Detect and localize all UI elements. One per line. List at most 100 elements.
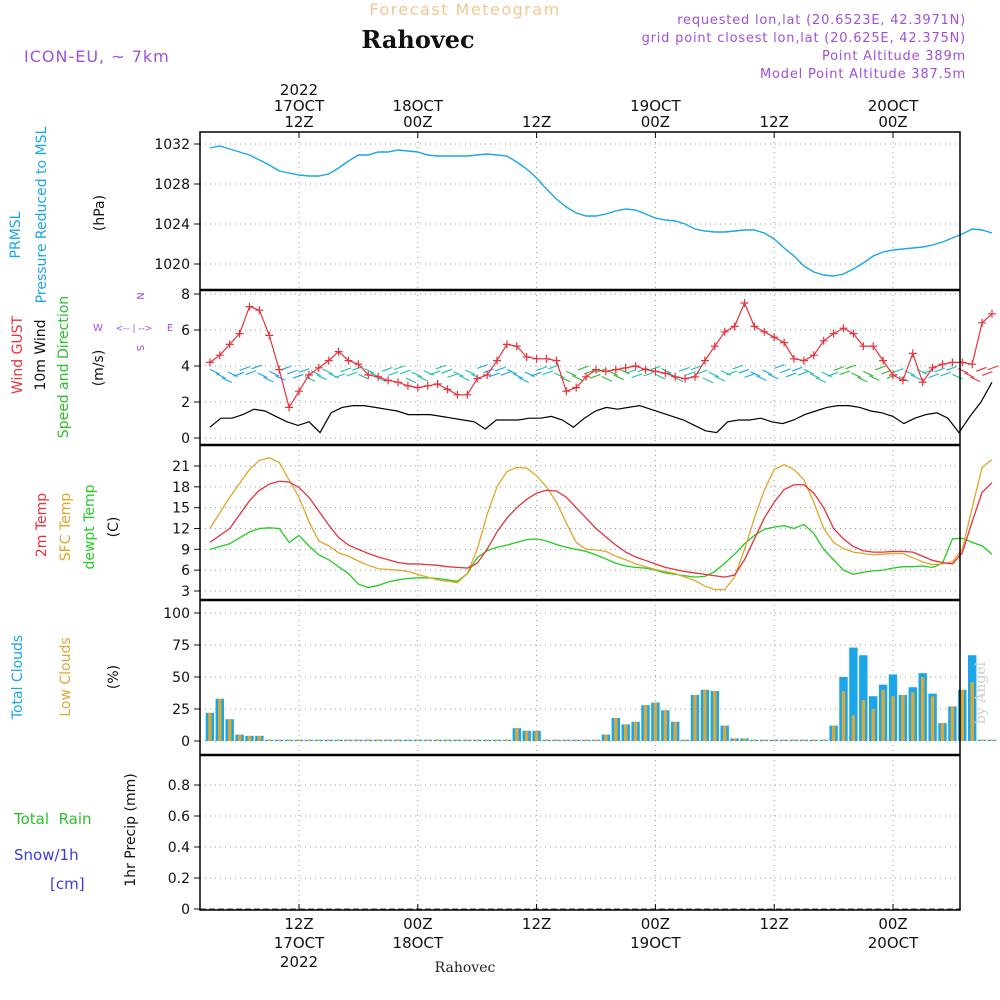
low-cloud-bar xyxy=(673,721,677,741)
wind-arrow xyxy=(364,368,375,374)
gust-point xyxy=(681,374,690,383)
gust-point xyxy=(532,354,541,363)
low-cloud-bar xyxy=(455,739,460,741)
wind-arrow xyxy=(857,376,868,383)
low-cloud-bar xyxy=(554,739,559,741)
gust-point xyxy=(730,322,739,331)
gust-point xyxy=(611,365,620,374)
pressure-tick-labels: 1020 1024 1028 1032 xyxy=(154,137,200,273)
total-cloud-bar xyxy=(849,647,858,741)
gust-point xyxy=(493,356,501,365)
precip-tick-labels: 0 0.2 0.4 0.6 0.8 xyxy=(168,778,200,918)
dewpoint-series-line xyxy=(209,523,993,589)
gust-point xyxy=(572,383,581,392)
wind-arrow xyxy=(334,373,346,379)
cloud-panel: Total Clouds Low Clouds (%) 0 25 50 75 100 xyxy=(10,606,997,750)
gust-point xyxy=(334,347,343,356)
wind-arrow xyxy=(387,371,399,376)
y-tick-label: 12 xyxy=(172,522,190,538)
pressure-label-prmsl: PRMSL xyxy=(8,211,24,258)
low-cloud-bar xyxy=(218,698,222,741)
low-cloud-bar xyxy=(208,712,212,741)
wind-series-line xyxy=(209,381,993,434)
wind-arrow xyxy=(720,370,731,376)
time-label: 19OCT xyxy=(630,97,681,115)
time-label: 2022 xyxy=(280,81,318,99)
wind-arrow xyxy=(726,370,738,376)
wind-gust-label: Wind GUST xyxy=(10,315,26,394)
gust-point xyxy=(988,309,996,318)
wind-arrow xyxy=(952,373,963,380)
gust-point xyxy=(700,356,709,365)
wind-arrow xyxy=(839,370,851,376)
gust-point xyxy=(384,376,393,385)
low-cloud-bar xyxy=(633,721,638,741)
y-tick-label: 75 xyxy=(172,638,190,654)
pressure-series-line xyxy=(209,145,993,277)
low-cloud-bar xyxy=(871,709,875,741)
wind-arrow xyxy=(892,368,904,373)
low-cloud-bar xyxy=(564,739,568,741)
gust-point xyxy=(374,372,383,381)
low-cloud-bar xyxy=(960,689,964,741)
wind-arrow xyxy=(649,365,660,371)
gust-point xyxy=(978,318,987,327)
wind-arrow xyxy=(910,374,922,381)
low-cloud-bar xyxy=(861,700,865,741)
time-label: 18OCT xyxy=(393,97,444,115)
wind-arrow xyxy=(488,372,500,378)
low-cloud-bar xyxy=(317,739,321,741)
low-cloud-bar xyxy=(683,739,687,741)
wind-arrow xyxy=(631,373,643,379)
gust-point xyxy=(601,367,610,376)
wind-arrow xyxy=(869,375,880,381)
y-tick-label: 3 xyxy=(181,584,190,600)
gust-point xyxy=(394,378,402,387)
wind-arrow xyxy=(768,373,779,380)
wind-arrow xyxy=(601,376,613,382)
wind-arrow xyxy=(613,374,625,381)
low-cloud-bar xyxy=(327,739,331,741)
low-cloud-bar xyxy=(465,739,469,741)
y-tick-label: 0 xyxy=(181,902,190,918)
gust-point xyxy=(314,363,323,372)
temperature-panel: 2m Temp SFC Temp dewpt Temp (C) 3 6 9 12 15 1… xyxy=(34,456,993,600)
low-cloud-bar xyxy=(505,739,509,741)
gust-point xyxy=(790,354,798,363)
wind-arrow xyxy=(405,377,417,384)
y-tick-label: 25 xyxy=(172,702,190,718)
wind-arrow xyxy=(702,377,714,384)
gust-point xyxy=(225,340,234,349)
wind-direction-arrows xyxy=(209,364,999,384)
time-label: 2022 xyxy=(280,953,318,971)
gust-point xyxy=(671,372,680,381)
y-tick-label: 8 xyxy=(181,287,190,303)
gust-series-line xyxy=(209,301,993,409)
y-tick-label: 1020 xyxy=(154,257,190,273)
y-tick-label: 1028 xyxy=(154,177,190,193)
low-cloud-bar xyxy=(346,739,351,741)
wind-arrow xyxy=(643,371,655,377)
y-tick-label: 0.8 xyxy=(168,778,190,794)
low-cloud-bar xyxy=(228,719,232,741)
wind-arrow xyxy=(286,369,298,375)
low-cloud-bar xyxy=(534,730,539,741)
low-cloud-bar xyxy=(782,739,786,741)
low-cloud-bar xyxy=(693,694,697,741)
low-cloud-bar xyxy=(990,739,994,741)
y-tick-label: 1024 xyxy=(154,217,190,233)
time-label: 18OCT xyxy=(393,934,444,952)
low-cloud-bar xyxy=(574,739,578,741)
wind-arrow xyxy=(964,372,975,378)
low-cloud-bar xyxy=(930,696,935,741)
gust-point xyxy=(839,324,848,333)
low-cloud-bar xyxy=(515,728,519,741)
gust-point xyxy=(344,356,353,365)
total-cloud-bar xyxy=(859,655,868,741)
gust-point xyxy=(582,372,591,381)
wind-arrow xyxy=(987,365,999,371)
low-cloud-bar xyxy=(891,696,895,741)
gust-point xyxy=(304,371,313,379)
time-label: 17OCT xyxy=(274,97,325,115)
pressure-panel: PRMSL Pressure Reduced to MSL (hPa) 1020… xyxy=(8,126,993,303)
